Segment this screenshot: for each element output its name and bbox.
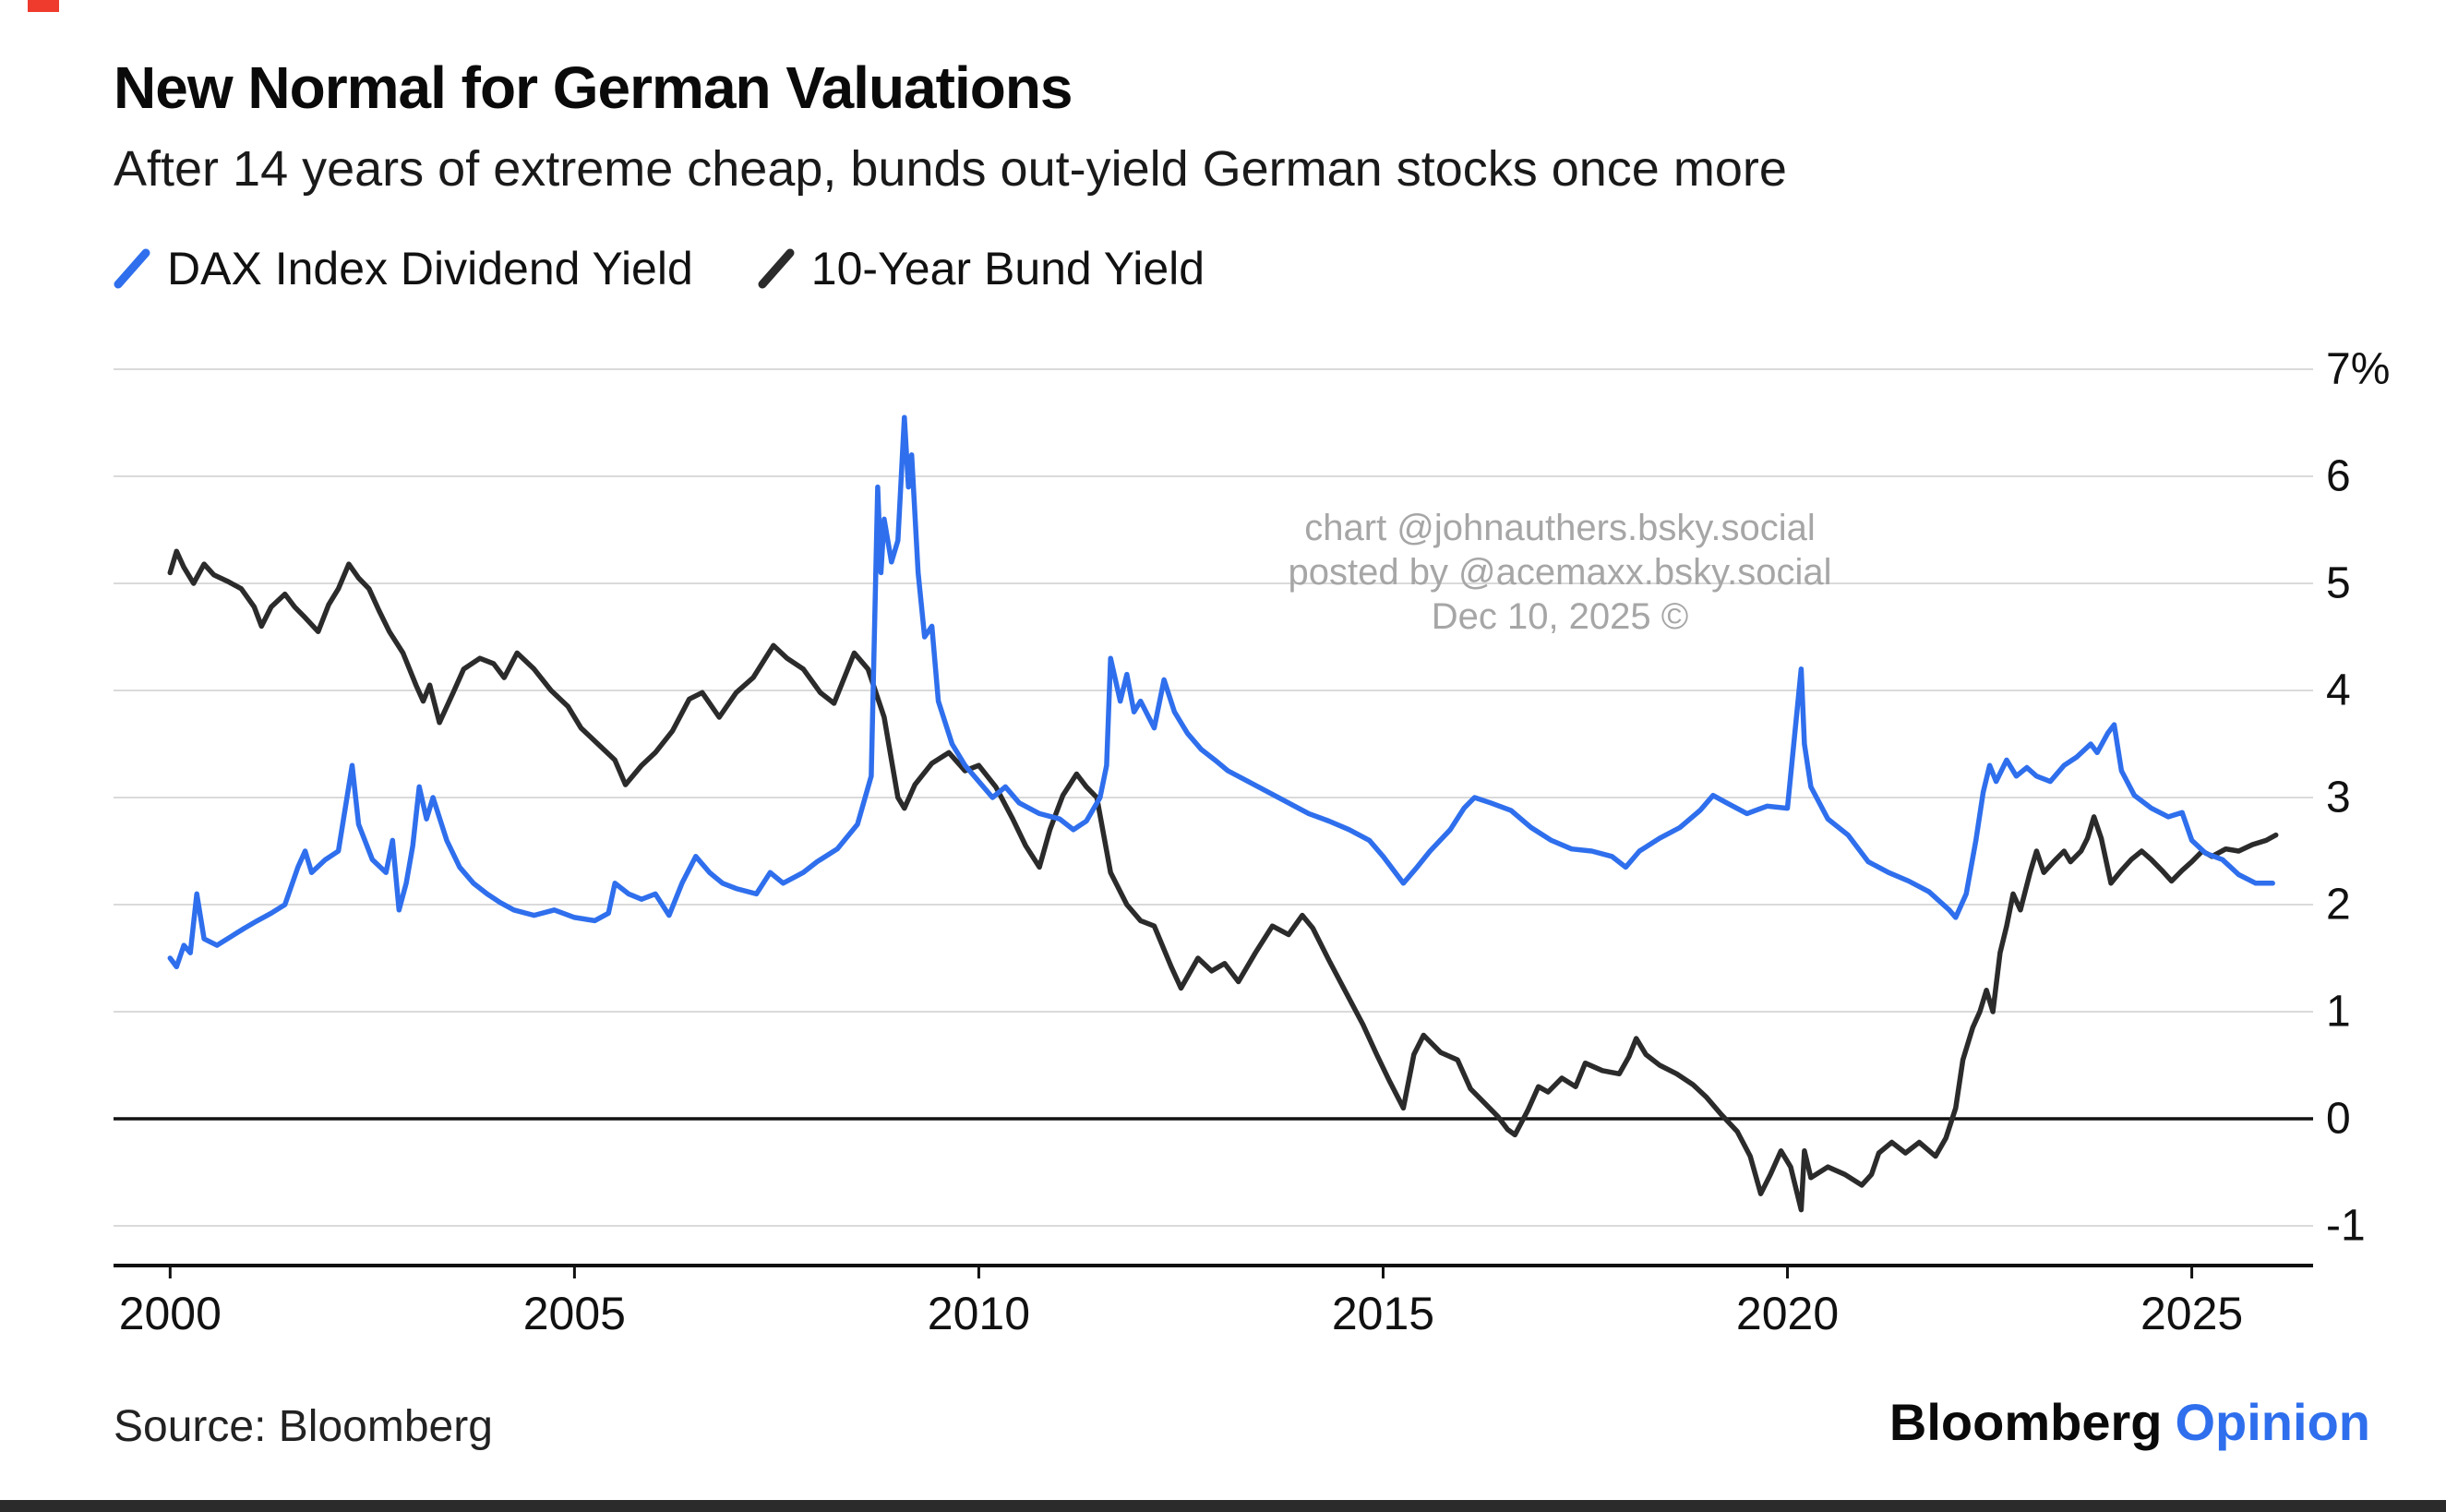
series-line-dax-index-dividend-yield: [167, 414, 2275, 970]
brand-logo: Bloomberg Opinion: [1889, 1392, 2370, 1452]
chart-title: New Normal for German Valuations: [114, 54, 1073, 121]
legend-slash-icon: [114, 247, 152, 290]
y-tick-label: 5: [2326, 558, 2351, 608]
watermark-line-3: Dec 10, 2025 ©: [1431, 596, 1689, 637]
corner-red-mark: [28, 0, 59, 12]
y-tick-label: 1: [2326, 987, 2351, 1037]
y-tick-label: 6: [2326, 451, 2351, 501]
y-tick-label: 0: [2326, 1094, 2351, 1144]
x-tick-label: 2020: [1735, 1288, 1840, 1339]
watermark: chart @johnauthers.bsky.social posted by…: [1228, 506, 1892, 639]
series-line-10-year-bund-yield: [167, 548, 2279, 1213]
x-tick-label: 2000: [118, 1288, 222, 1339]
source-note: Source: Bloomberg: [114, 1402, 493, 1451]
y-tick-label: 7%: [2326, 344, 2391, 394]
watermark-line-1: chart @johnauthers.bsky.social: [1304, 508, 1816, 548]
x-tick-label: 2015: [1331, 1288, 1435, 1339]
brand-section: Opinion: [2175, 1393, 2370, 1451]
legend-slash-icon: [758, 247, 797, 290]
legend-item-0: DAX Index Dividend Yield: [114, 242, 693, 295]
legend-item-1: 10-Year Bund Yield: [758, 242, 1205, 295]
y-tick-label: 4: [2326, 666, 2351, 715]
x-tick-label: 2005: [522, 1288, 626, 1339]
watermark-line-2: posted by @acemaxx.bsky.social: [1288, 552, 1832, 593]
legend-label: DAX Index Dividend Yield: [167, 243, 693, 294]
y-tick-label: 3: [2326, 773, 2351, 822]
bottom-bar: [0, 1500, 2446, 1512]
chart-subtitle: After 14 years of extreme cheap, bunds o…: [114, 141, 1787, 197]
y-tick-label: -1: [2326, 1201, 2366, 1251]
x-tick-label: 2010: [927, 1288, 1031, 1339]
brand-name: Bloomberg: [1888, 1393, 2163, 1451]
legend-label: 10-Year Bund Yield: [810, 243, 1205, 294]
x-tick-label: 2025: [2140, 1288, 2244, 1339]
y-tick-label: 2: [2326, 880, 2351, 930]
chart-legend: DAX Index Dividend Yield 10-Year Bund Yie…: [114, 242, 1205, 295]
